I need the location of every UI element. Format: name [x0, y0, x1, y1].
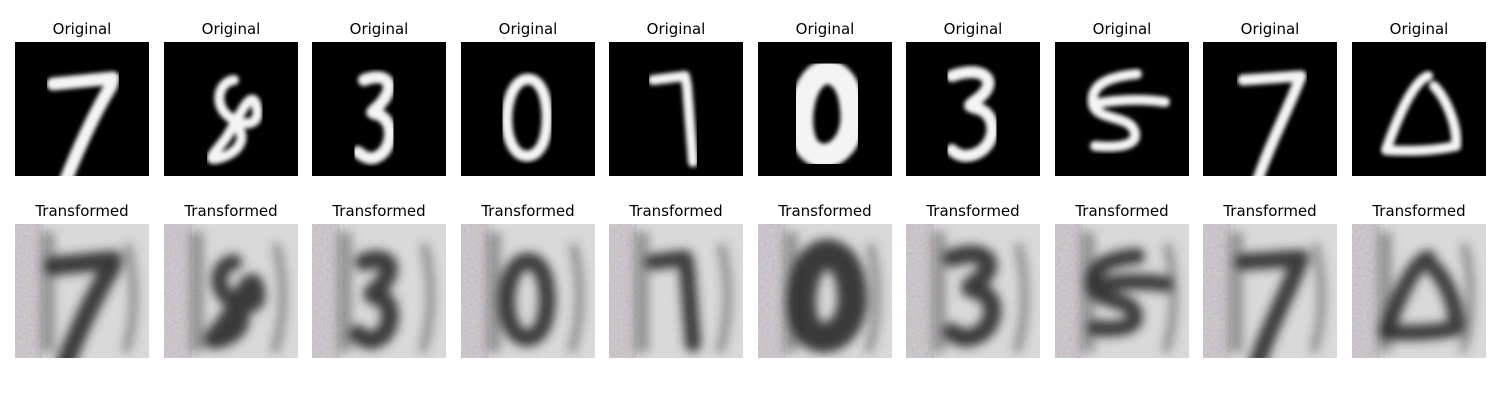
transformed-digit-image — [15, 224, 149, 358]
panel-title: Original — [1389, 20, 1449, 38]
digit-stroke — [46, 71, 120, 176]
panel-title: Original — [1092, 20, 1152, 38]
panel-title: Original — [646, 20, 706, 38]
panel-title: Original — [795, 20, 855, 38]
original-digit-image — [1203, 42, 1337, 176]
transformed-digit-image — [1055, 224, 1189, 358]
panel-title: Transformed — [1075, 202, 1169, 220]
original-digit-image — [906, 42, 1040, 176]
transformed-digit-image — [758, 224, 892, 358]
panel-title: Original — [52, 20, 112, 38]
transformed-digit-image — [312, 224, 446, 358]
panel-title: Transformed — [926, 202, 1020, 220]
panel-title: Transformed — [778, 202, 872, 220]
original-digit-image — [758, 42, 892, 176]
panel-title: Transformed — [629, 202, 723, 220]
digit-stroke — [946, 66, 999, 162]
transformed-digit-image — [1352, 224, 1486, 358]
panel-title: Transformed — [1223, 202, 1317, 220]
original-digit-image — [609, 42, 743, 176]
original-digit-image — [1352, 42, 1486, 176]
transformed-digit-image — [164, 224, 298, 358]
panel-title: Original — [498, 20, 558, 38]
panel-title: Original — [349, 20, 409, 38]
digit-stroke — [206, 75, 263, 164]
panel-title: Transformed — [332, 202, 426, 220]
panel-title: Original — [943, 20, 1003, 38]
panel-title: Original — [1240, 20, 1300, 38]
digit-stroke — [789, 60, 865, 168]
panel-title: Transformed — [481, 202, 575, 220]
panel-title: Transformed — [35, 202, 129, 220]
digit-stroke — [352, 71, 396, 165]
panel-title: Transformed — [184, 202, 278, 220]
transformed-digit-image — [461, 224, 595, 358]
original-digit-image — [312, 42, 446, 176]
digit-stroke — [1087, 69, 1170, 152]
original-digit-image — [15, 42, 149, 176]
digit-stroke — [501, 73, 553, 162]
panel-title: Original — [201, 20, 261, 38]
panel-title: Transformed — [1372, 202, 1466, 220]
original-digit-image — [1055, 42, 1189, 176]
original-digit-image — [461, 42, 595, 176]
transformed-digit-image — [906, 224, 1040, 358]
digit-stroke — [1381, 71, 1462, 156]
digit-stroke — [1237, 70, 1307, 176]
transformed-digit-image — [1203, 224, 1337, 358]
original-digit-image — [164, 42, 298, 176]
transformed-digit-image — [609, 224, 743, 358]
digit-stroke — [648, 71, 698, 167]
